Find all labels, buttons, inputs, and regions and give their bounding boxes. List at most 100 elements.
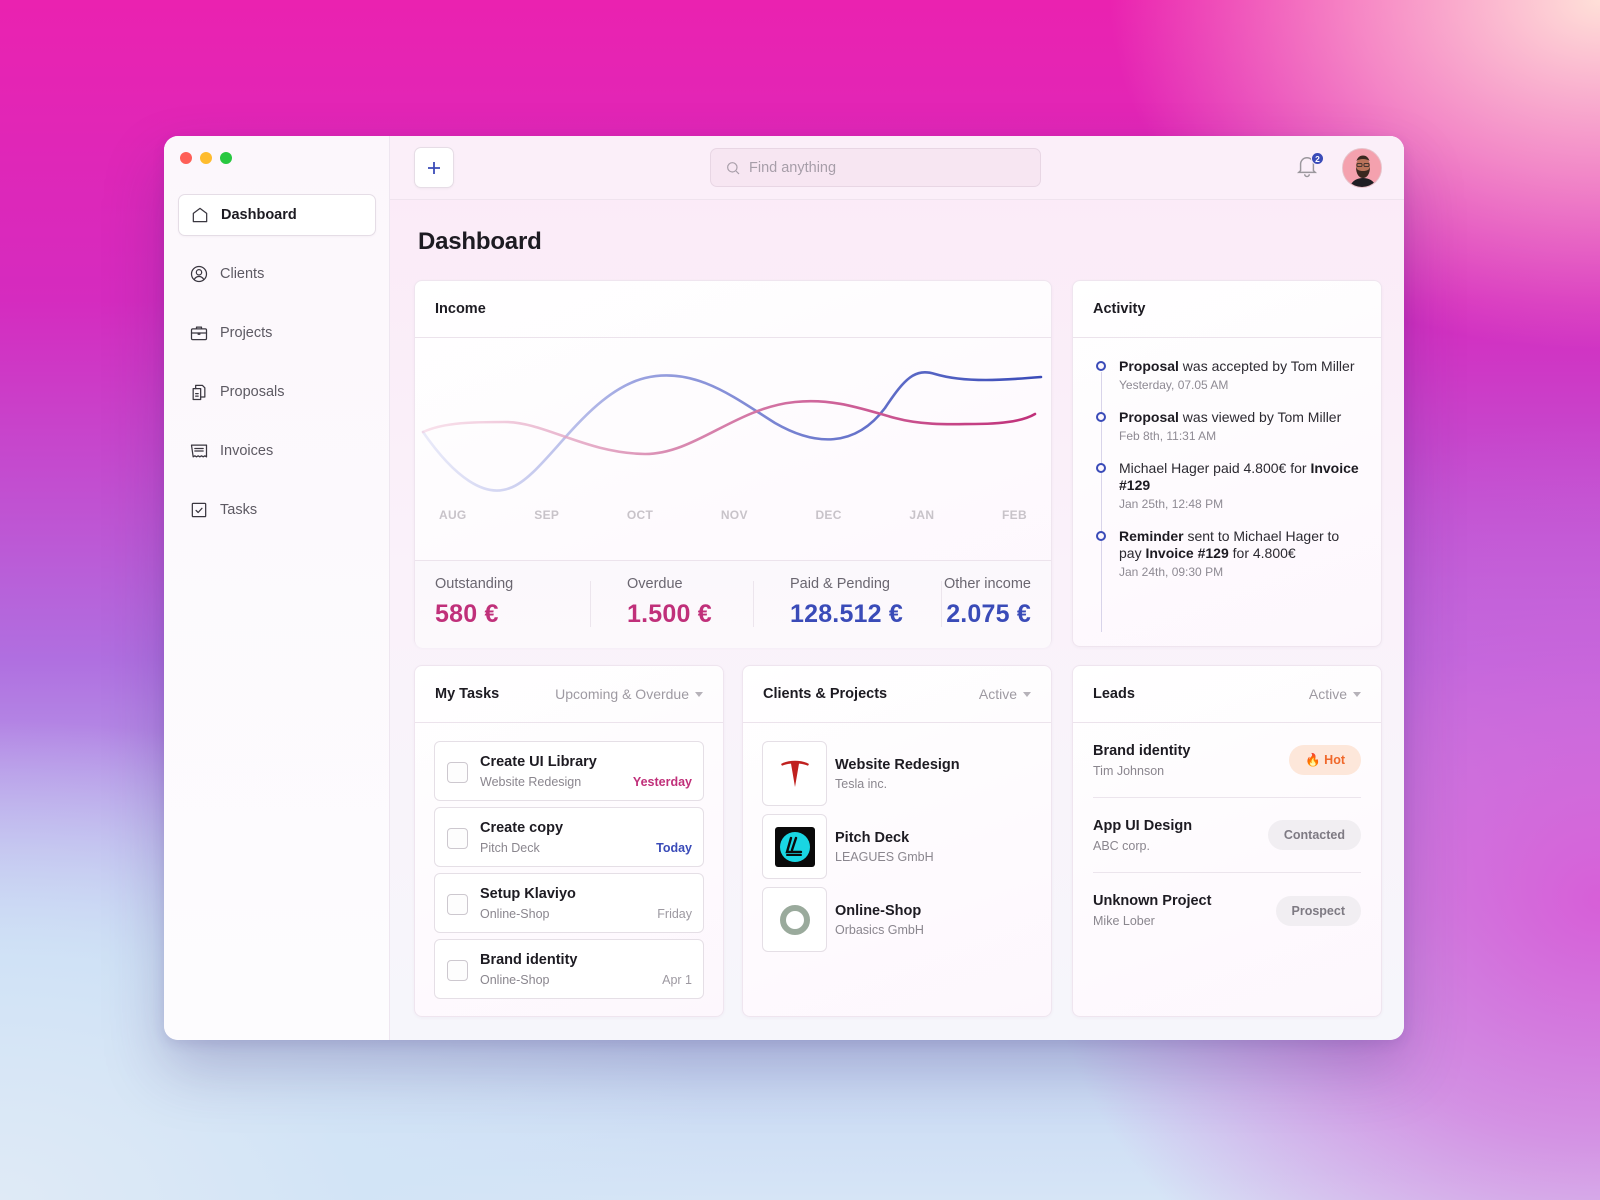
task-due-date: Today xyxy=(656,841,692,855)
sidebar-item-proposals[interactable]: Proposals xyxy=(178,371,376,413)
checkbox-icon xyxy=(188,499,210,521)
activity-item[interactable]: Proposal was accepted by Tom Miller Yest… xyxy=(1096,358,1363,392)
lead-contact: ABC corp. xyxy=(1093,838,1150,853)
sidebar-nav: Dashboard Clients Projects Proposals xyxy=(178,194,376,548)
timeline-dot-icon xyxy=(1096,531,1106,541)
sidebar-item-dashboard[interactable]: Dashboard xyxy=(178,194,376,236)
stat-label: Other income xyxy=(943,576,1031,592)
sidebar: Dashboard Clients Projects Proposals xyxy=(164,136,390,1040)
lead-title: Unknown Project xyxy=(1093,893,1212,909)
task-title: Create UI Library xyxy=(480,754,597,770)
tesla-logo-icon xyxy=(762,741,827,806)
task-item[interactable]: Create UI Library Website Redesign Yeste… xyxy=(434,741,704,801)
sidebar-item-clients[interactable]: Clients xyxy=(178,253,376,295)
stat-paid-pending[interactable]: Paid & Pending 128.512 € xyxy=(753,561,942,629)
sidebar-item-label: Clients xyxy=(220,266,265,282)
bell-icon xyxy=(1296,157,1318,178)
minimize-window-button[interactable] xyxy=(200,152,212,164)
topbar: 2 xyxy=(390,136,1404,200)
sidebar-item-label: Proposals xyxy=(220,384,285,400)
sidebar-item-projects[interactable]: Projects xyxy=(178,312,376,354)
sidebar-item-tasks[interactable]: Tasks xyxy=(178,489,376,531)
stat-label: Overdue xyxy=(627,576,683,592)
maximize-window-button[interactable] xyxy=(220,152,232,164)
lead-status-badge-hot: 🔥 Hot xyxy=(1289,745,1361,775)
tasks-card: My Tasks Upcoming & Overdue Create UI Li… xyxy=(414,665,724,1017)
notifications-button[interactable]: 2 xyxy=(1296,152,1324,182)
stat-value: 580 € xyxy=(435,600,499,628)
documents-icon xyxy=(188,381,210,403)
stat-other-income[interactable]: Other income 2.075 € xyxy=(941,561,1031,629)
lead-contact: Mike Lober xyxy=(1093,914,1155,928)
task-checkbox[interactable] xyxy=(447,960,468,981)
search-bar[interactable] xyxy=(710,148,1041,187)
income-card-header: Income xyxy=(415,281,1051,338)
user-avatar[interactable] xyxy=(1342,148,1382,188)
leads-filter-dropdown[interactable]: Active xyxy=(1309,686,1361,702)
activity-subject: Invoice #129 xyxy=(1145,545,1229,561)
task-due-date: Apr 1 xyxy=(662,973,692,987)
window-controls xyxy=(180,152,232,164)
activity-text: sent to Michael Hager to pay xyxy=(1119,528,1340,561)
briefcase-icon xyxy=(188,322,210,344)
task-checkbox[interactable] xyxy=(447,828,468,849)
project-name: Pitch Deck xyxy=(835,829,910,846)
sidebar-item-label: Projects xyxy=(220,325,273,341)
activity-item[interactable]: Reminder sent to Michael Hager to pay In… xyxy=(1096,528,1363,579)
lead-title: App UI Design xyxy=(1093,817,1193,834)
task-title: Setup Klaviyo xyxy=(480,886,576,902)
client-project-item[interactable]: Online-Shop Orbasics GmbH xyxy=(762,887,1032,952)
close-window-button[interactable] xyxy=(180,152,192,164)
stat-overdue[interactable]: Overdue 1.500 € xyxy=(590,561,754,629)
client-project-item[interactable]: Pitch Deck LEAGUES GmbH xyxy=(762,814,1032,879)
task-checkbox[interactable] xyxy=(447,894,468,915)
filter-label: Active xyxy=(1308,686,1347,702)
search-input[interactable] xyxy=(749,159,1029,176)
task-item[interactable]: Brand identity Online-Shop Apr 1 xyxy=(434,939,704,999)
leads-card-header: Leads Active xyxy=(1073,666,1381,723)
task-checkbox[interactable] xyxy=(447,762,468,783)
task-title: Create copy xyxy=(480,820,564,836)
income-chart[interactable]: AUG SEP OCT NOV DEC JAN FEB xyxy=(415,338,1051,560)
activity-item[interactable]: Michael Hager paid 4.800€ for Invoice #1… xyxy=(1096,460,1363,511)
x-tick-label: DEC xyxy=(815,508,842,522)
clients-filter-dropdown[interactable]: Active xyxy=(979,686,1031,702)
activity-card: Activity Proposal was accepted by Tom Mi… xyxy=(1072,280,1382,647)
lead-item[interactable]: Unknown Project Mike Lober Prospect xyxy=(1093,873,1361,948)
task-list: Create UI Library Website Redesign Yeste… xyxy=(415,723,723,999)
lead-list: Brand identity Tim Johnson 🔥 Hot App UI … xyxy=(1073,723,1381,948)
avatar-photo-icon xyxy=(1343,149,1381,187)
stat-label: Outstanding xyxy=(435,576,514,592)
x-tick-label: AUG xyxy=(439,508,467,522)
activity-title: Activity xyxy=(1093,301,1146,317)
income-title: Income xyxy=(435,301,486,317)
notification-count-badge: 2 xyxy=(1311,152,1324,165)
activity-timeline: Proposal was accepted by Tom Miller Yest… xyxy=(1073,338,1381,632)
income-card: Income xyxy=(414,280,1052,648)
sidebar-item-label: Tasks xyxy=(220,502,258,518)
add-new-button[interactable] xyxy=(414,147,454,188)
lead-item[interactable]: App UI Design ABC corp. Contacted xyxy=(1093,798,1361,873)
stat-outstanding[interactable]: Outstanding 580 € xyxy=(435,561,591,629)
stat-value: 1.500 € xyxy=(627,600,712,628)
activity-subject: Reminder xyxy=(1119,528,1184,544)
client-project-item[interactable]: Website Redesign Tesla inc. xyxy=(762,741,1032,806)
task-item[interactable]: Create copy Pitch Deck Today xyxy=(434,807,704,867)
task-item[interactable]: Setup Klaviyo Online-Shop Friday xyxy=(434,873,704,933)
task-due-date: Friday xyxy=(657,907,692,921)
sidebar-item-invoices[interactable]: Invoices xyxy=(178,430,376,472)
lead-status-badge: Contacted xyxy=(1267,820,1361,850)
activity-time: Jan 24th, 09:30 PM xyxy=(1119,565,1224,579)
task-project: Website Redesign xyxy=(480,775,582,789)
client-name: Tesla inc. xyxy=(835,776,888,791)
activity-time: Feb 8th, 11:31 AM xyxy=(1119,429,1217,443)
main-content: 2 Dashboard Income xyxy=(390,136,1404,1040)
x-tick-label: SEP xyxy=(534,508,560,522)
activity-text: was viewed by Tom Miller xyxy=(1178,409,1342,425)
timeline-rail xyxy=(1101,372,1102,632)
activity-item[interactable]: Proposal was viewed by Tom Miller Feb 8t… xyxy=(1096,409,1363,443)
activity-text: was accepted by Tom Miller xyxy=(1178,358,1355,374)
x-tick-label: FEB xyxy=(1002,508,1027,522)
tasks-filter-dropdown[interactable]: Upcoming & Overdue xyxy=(555,686,703,702)
lead-item[interactable]: Brand identity Tim Johnson 🔥 Hot xyxy=(1093,723,1361,798)
